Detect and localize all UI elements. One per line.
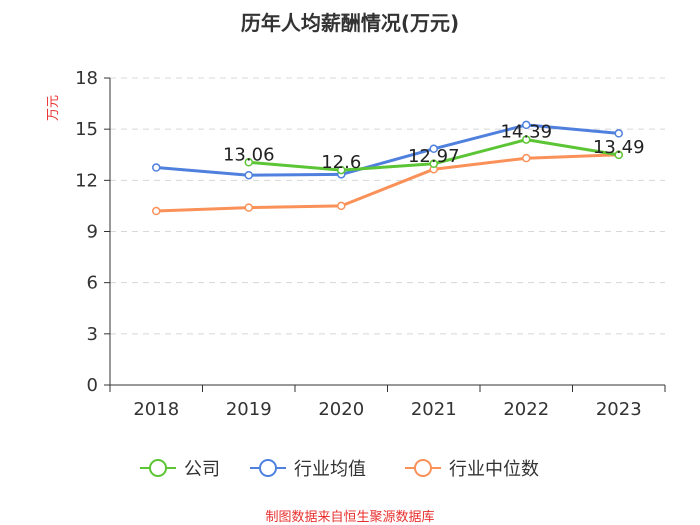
point-0-2020	[337, 165, 346, 175]
source-note: 制图数据来自恒生聚源数据库	[265, 509, 434, 525]
axes	[104, 77, 666, 392]
legend-item-0[interactable]: 公司	[140, 459, 220, 480]
series-line-1	[156, 123, 619, 177]
legend: 公司 行业均值 行业中位数	[140, 459, 539, 480]
legend-marker	[414, 459, 432, 477]
y-tick-label: 3	[87, 324, 98, 345]
x-tick-label-2022: 2022	[503, 399, 549, 420]
legend-label: 公司	[184, 459, 220, 480]
data-label-2023: 13.49	[593, 137, 645, 158]
y-axis-label: 万元	[46, 95, 61, 121]
x-tick-label-2023: 2023	[596, 399, 642, 420]
y-tick-label: 12	[75, 170, 98, 191]
y-tick-labels: 0 3 6 9 12 15 18	[75, 68, 98, 396]
point-1-2019	[244, 170, 253, 180]
point-1-2018	[152, 163, 161, 172]
y-tick-label: 18	[75, 68, 98, 89]
legend-label: 行业中位数	[449, 459, 539, 480]
legend-item-1[interactable]: 行业均值	[250, 459, 366, 480]
x-tick-labels: 2018 2019 2020 2021 2022 2023	[133, 399, 641, 420]
series-line-2	[156, 153, 619, 213]
x-tick-label-2019: 2019	[226, 399, 272, 420]
y-tick-label: 0	[87, 375, 98, 396]
point-0-2019	[244, 158, 253, 167]
series-points	[152, 120, 623, 216]
legend-marker	[149, 459, 167, 477]
data-label-2022: 14.39	[500, 122, 552, 143]
point-1-2022	[522, 120, 531, 130]
point-0-2021	[429, 159, 438, 169]
point-0-2022	[522, 135, 531, 144]
legend-item-2[interactable]: 行业中位数	[405, 459, 539, 480]
data-labels: 13.06 12.6 12.97 14.39 13.49	[223, 122, 645, 174]
chart-title: 历年人均薪酬情况(万元)	[241, 11, 459, 35]
point-2-2022	[522, 153, 531, 163]
x-tick-label-2018: 2018	[133, 399, 179, 420]
point-1-2021	[429, 144, 438, 154]
data-label-2021: 12.97	[408, 146, 460, 167]
legend-label: 行业均值	[294, 459, 366, 480]
data-label-2019: 13.06	[223, 144, 275, 165]
x-tick-label-2021: 2021	[411, 399, 457, 420]
point-2-2019	[244, 203, 253, 212]
data-label-2020: 12.6	[321, 152, 361, 173]
y-tick-label: 9	[87, 222, 98, 243]
y-tick-label: 15	[75, 119, 98, 140]
gridlines	[110, 77, 665, 335]
y-tick-label: 6	[87, 273, 98, 294]
point-2-2020	[337, 201, 346, 211]
point-2-2018	[152, 206, 161, 216]
legend-marker	[259, 459, 277, 477]
x-tick-label-2020: 2020	[318, 399, 364, 420]
point-0-2023	[614, 150, 623, 160]
point-1-2023	[614, 129, 623, 138]
